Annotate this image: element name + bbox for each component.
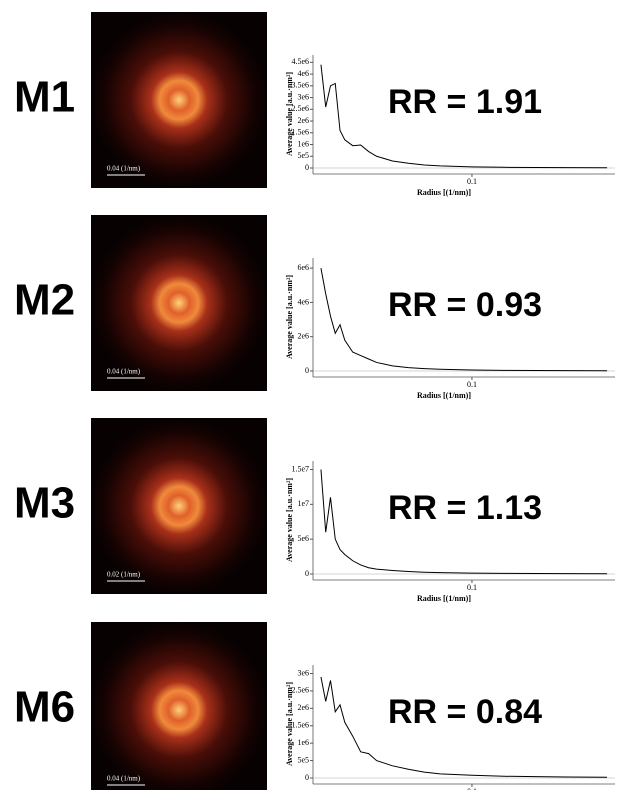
y-axis-label: Average value [a.u.·nm²] <box>285 72 294 156</box>
fft-image <box>91 215 267 391</box>
y-tick-label: 0 <box>305 163 309 172</box>
data-line <box>320 469 608 575</box>
scale-bar-label: 0.04 (1/nm) <box>107 775 141 783</box>
x-tick-label: 0.1 <box>467 787 477 790</box>
y-tick-label: 2e6 <box>297 116 309 125</box>
y-tick-label: 1e6 <box>297 738 309 747</box>
chart-bg <box>283 253 625 403</box>
y-axis-label: Average value [a.u.·nm²] <box>285 478 294 562</box>
y-tick-label: 4e6 <box>297 297 309 306</box>
rr-annotation: RR = 1.91 <box>388 83 542 121</box>
data-line <box>320 268 608 372</box>
row-label: M6 <box>14 683 75 732</box>
scale-bar-label: 0.02 (1/nm) <box>107 571 141 579</box>
y-tick-label: 1.5e6 <box>291 721 309 730</box>
y-axis-label: Average value [a.u.·nm²] <box>285 682 294 766</box>
fft-image <box>91 418 267 594</box>
chart-bg <box>283 456 625 606</box>
y-tick-label: 6e6 <box>297 263 309 272</box>
fft-image <box>91 622 267 790</box>
y-tick-label: 5e5 <box>297 151 309 160</box>
fft-image <box>91 12 267 188</box>
y-tick-label: 3e6 <box>297 92 309 101</box>
y-tick-label: 1e7 <box>297 499 309 508</box>
y-tick-label: 4e6 <box>297 69 309 78</box>
y-tick-label: 1.5e6 <box>291 128 309 137</box>
y-tick-label: 4.5e6 <box>291 57 309 66</box>
scale-bar-label: 0.04 (1/nm) <box>107 368 141 376</box>
y-axis-label: Average value [a.u.·nm²] <box>285 275 294 359</box>
panel: M3 0.02 (1/nm) 0 5e6 1e7 1.5e7 0.1 Radius [(1/n… <box>14 418 625 606</box>
x-tick-label: 0.1 <box>467 177 477 186</box>
panel: M1 0.04 (1/nm) 0 5e5 1e6 1.5e6 2e6 2.5e6 3e6 3.5e… <box>14 12 625 200</box>
y-tick-label: 5e5 <box>297 755 309 764</box>
x-axis-label: Radius [(1/nm)] <box>417 391 471 400</box>
row-label: M2 <box>14 276 75 325</box>
y-tick-label: 3.5e6 <box>291 81 309 90</box>
panel: M2 0.04 (1/nm) 0 2e6 4e6 6e6 0.1 Radius [(1/nm)… <box>14 215 625 403</box>
y-tick-label: 2.5e6 <box>291 104 309 113</box>
y-tick-label: 5e6 <box>297 534 309 543</box>
x-axis-label: Radius [(1/nm)] <box>417 594 471 603</box>
data-line <box>320 64 608 169</box>
row-label: M3 <box>14 479 75 528</box>
y-tick-label: 0 <box>305 569 309 578</box>
rr-annotation: RR = 1.13 <box>388 489 542 527</box>
data-line <box>320 676 608 778</box>
x-tick-label: 0.1 <box>467 380 477 389</box>
y-tick-label: 1.5e7 <box>291 464 309 473</box>
row-label: M1 <box>14 73 75 122</box>
y-tick-label: 1e6 <box>297 139 309 148</box>
scale-bar-label: 0.04 (1/nm) <box>107 165 141 173</box>
y-tick-label: 3e6 <box>297 668 309 677</box>
y-tick-label: 2e6 <box>297 703 309 712</box>
y-tick-label: 2.5e6 <box>291 686 309 695</box>
y-tick-label: 0 <box>305 773 309 782</box>
x-tick-label: 0.1 <box>467 583 477 592</box>
chart-bg <box>283 660 625 790</box>
rr-annotation: RR = 0.84 <box>388 693 542 731</box>
chart-bg <box>283 50 625 200</box>
y-tick-label: 2e6 <box>297 332 309 341</box>
y-tick-label: 0 <box>305 366 309 375</box>
x-axis-label: Radius [(1/nm)] <box>417 188 471 197</box>
rr-annotation: RR = 0.93 <box>388 286 542 324</box>
panel: M6 0.04 (1/nm) 0 5e5 1e6 1.5e6 2e6 2.5e6 3e6 0.1 R… <box>14 622 625 790</box>
